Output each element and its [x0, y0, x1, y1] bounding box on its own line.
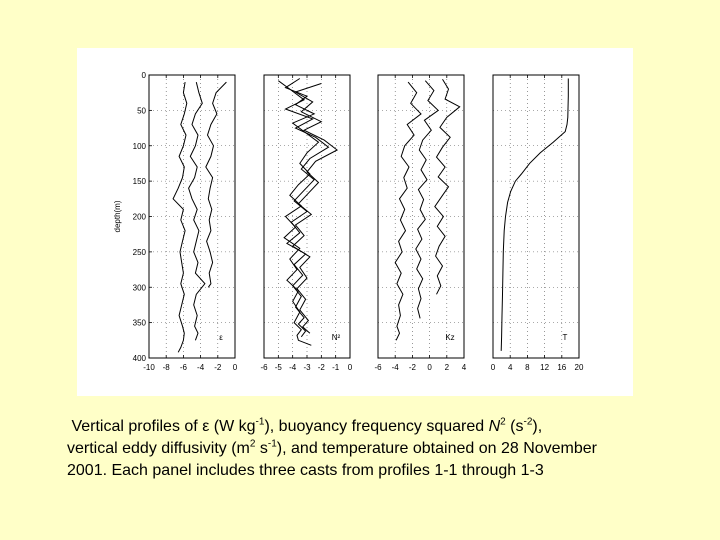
x-tick-label: 16 — [557, 363, 566, 372]
panel-label: Kz — [445, 333, 454, 342]
caption-n-symbol: N — [488, 418, 501, 435]
profile-line-2 — [278, 80, 330, 338]
caption-text-9: 2001. Each panel includes three casts fr… — [67, 462, 544, 479]
y-tick-label: 300 — [133, 283, 147, 292]
profile-line-2 — [188, 81, 206, 341]
profile-line-3 — [434, 78, 461, 295]
y-tick-label: 400 — [133, 354, 147, 363]
x-tick-label: -6 — [180, 363, 188, 372]
y-tick-label: 100 — [133, 142, 147, 151]
profile-line-1 — [283, 78, 320, 346]
panel-label: T — [563, 333, 568, 342]
caption-sup-5: -1 — [267, 438, 277, 450]
x-tick-label: 2 — [445, 363, 450, 372]
x-tick-label: -8 — [163, 363, 171, 372]
x-tick-label: -6 — [374, 363, 382, 372]
profile-line-1 — [172, 82, 188, 353]
caption-text-3: ), buoyancy frequency squared — [264, 418, 489, 435]
panel-frame — [492, 74, 580, 359]
caption-sup-1: -1 — [255, 416, 265, 428]
caption-text-4: (s — [505, 418, 524, 435]
profile-chart: -10 -8 -6 -4 -2 0050100150200250300350400dept… — [113, 71, 584, 372]
x-tick-label: 0 — [491, 363, 496, 372]
y-tick-label: 0 — [142, 71, 147, 80]
profile-line-3 — [291, 83, 339, 334]
x-tick-label: 8 — [525, 363, 530, 372]
profile-line-2 — [415, 80, 439, 319]
x-tick-label: -4 — [197, 363, 205, 372]
y-tick-label: 200 — [133, 213, 147, 222]
y-tick-label: 250 — [133, 248, 147, 257]
profile-line-3 — [205, 81, 227, 288]
panel-label: N² — [332, 333, 341, 342]
caption-sup-2: 2 — [500, 416, 506, 428]
x-tick-label: 0 — [233, 363, 238, 372]
figure-caption: Vertical profiles of ε (W kg-1), buoyanc… — [67, 416, 707, 482]
profile-line-1 — [500, 78, 569, 351]
panel-label: ε — [219, 333, 223, 342]
x-tick-label: -3 — [303, 363, 311, 372]
x-tick-label: 4 — [462, 363, 467, 372]
x-tick-label: 12 — [540, 363, 549, 372]
caption-text-1: Vertical profiles of — [71, 418, 203, 435]
caption-text-2: (W kg — [209, 418, 256, 435]
x-tick-label: 0 — [427, 363, 432, 372]
x-tick-label: -10 — [143, 363, 155, 372]
caption-sup-4: 2 — [249, 438, 256, 450]
x-tick-label: 4 — [508, 363, 513, 372]
y-tick-label: 150 — [133, 177, 147, 186]
x-tick-label: -4 — [289, 363, 297, 372]
x-tick-label: -2 — [318, 363, 326, 372]
caption-text-6: vertical eddy diffusivity (m — [67, 440, 250, 457]
x-tick-label: -6 — [260, 363, 268, 372]
panel-frame — [377, 74, 465, 359]
profile-line-1 — [394, 81, 422, 341]
caption-text-5: ), — [532, 418, 543, 435]
x-tick-label: -5 — [275, 363, 283, 372]
figure-panel: -10 -8 -6 -4 -2 0 0 50 100 150 200 250 300 350 400 dept… — [77, 48, 633, 396]
y-tick-label: 350 — [133, 319, 147, 328]
y-axis-label: depth(m) — [113, 200, 122, 232]
y-tick-label: 50 — [137, 106, 146, 115]
x-tick-label: -1 — [332, 363, 340, 372]
x-tick-label: -2 — [409, 363, 417, 372]
x-tick-label: -4 — [392, 363, 400, 372]
x-tick-label: 0 — [348, 363, 353, 372]
caption-text-8: ), and temperature obtained on 28 Novemb… — [276, 440, 597, 457]
x-tick-label: -2 — [214, 363, 222, 372]
caption-text-7: s — [255, 440, 268, 457]
caption-sup-3: -2 — [523, 416, 533, 428]
x-tick-label: 20 — [575, 363, 584, 372]
epsilon-symbol: ε — [202, 418, 210, 435]
